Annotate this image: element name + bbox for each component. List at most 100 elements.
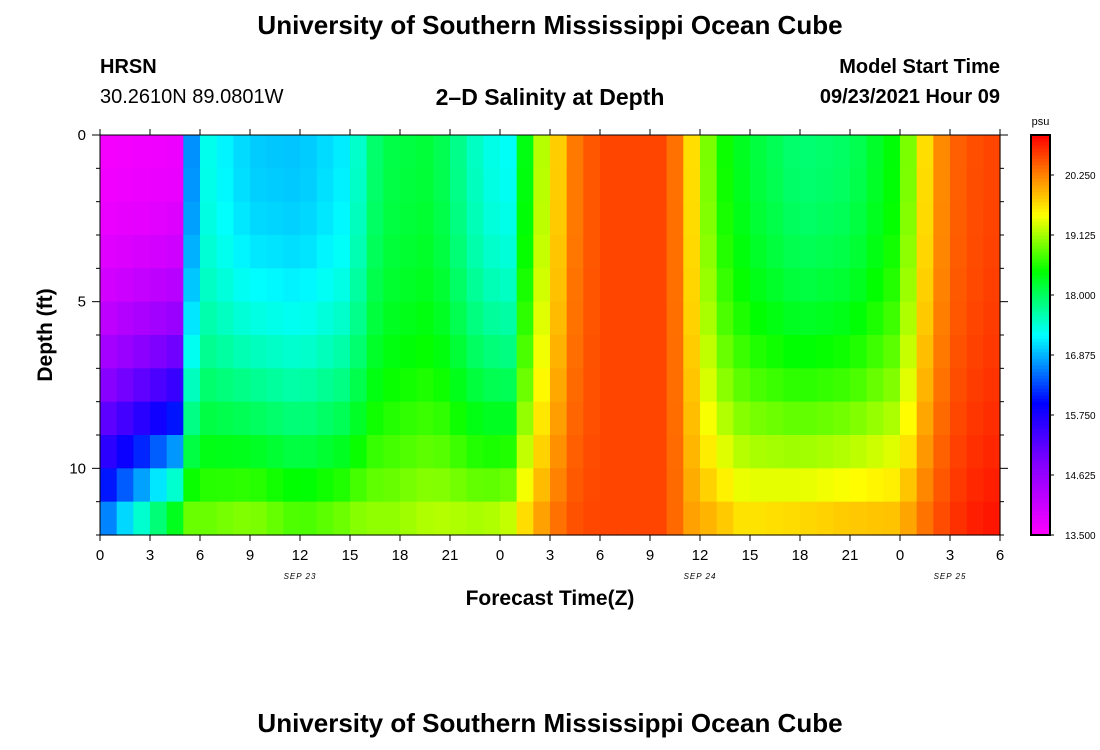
heatmap-cell <box>600 335 618 369</box>
heatmap-cell <box>783 401 801 436</box>
heatmap-cell <box>550 268 568 303</box>
colorbar-cell <box>1031 435 1050 439</box>
heatmap-cell <box>500 268 518 303</box>
colorbar-cell <box>1031 305 1050 309</box>
heatmap-cell <box>700 435 718 469</box>
heatmap-cell <box>883 368 901 403</box>
colorbar-cell <box>1031 225 1050 229</box>
heatmap-cell <box>950 435 968 469</box>
heatmap-cell <box>616 468 634 503</box>
heatmap-cell <box>266 201 284 236</box>
heatmap-cell <box>183 368 201 403</box>
heatmap-cell <box>333 335 351 369</box>
heatmap-cell <box>883 401 901 436</box>
heatmap-cell <box>883 468 901 503</box>
heatmap-cell <box>650 168 668 203</box>
colorbar-cell <box>1031 175 1050 179</box>
colorbar-cell <box>1031 471 1050 476</box>
heatmap-cell <box>266 435 284 469</box>
heatmap-cell <box>483 235 501 269</box>
heatmap-cell <box>733 435 751 469</box>
heatmap-cell <box>950 501 968 536</box>
heatmap-cell <box>716 468 734 503</box>
heatmap-cell <box>183 235 201 269</box>
heatmap-cell <box>633 301 651 336</box>
heatmap-cell <box>800 401 818 436</box>
heatmap-cell <box>116 268 134 303</box>
heatmap-cell <box>483 301 501 336</box>
heatmap-cell <box>483 135 501 169</box>
heatmap-cell <box>750 368 768 403</box>
heatmap-cell <box>150 268 168 303</box>
colorbar-cell <box>1031 198 1050 203</box>
heatmap-cell <box>466 235 484 269</box>
heatmap-cell <box>483 335 501 369</box>
heatmap-cell <box>933 435 951 469</box>
colorbar-cell <box>1031 451 1050 456</box>
heatmap-cell <box>116 435 134 469</box>
colorbar-cell <box>1031 371 1050 376</box>
colorbar-cell <box>1031 208 1050 213</box>
x-tick-label: 6 <box>596 547 604 564</box>
heatmap-cell <box>133 335 151 369</box>
heatmap-cell <box>116 301 134 336</box>
heatmap-cell <box>266 401 284 436</box>
heatmap-cell <box>266 301 284 336</box>
heatmap-cell <box>150 468 168 503</box>
heatmap-cell <box>650 268 668 303</box>
heatmap-cell <box>550 401 568 436</box>
heatmap-cell <box>216 268 234 303</box>
x-tick-label: 12 <box>292 547 309 564</box>
heatmap-cell <box>416 335 434 369</box>
heatmap-cell <box>300 168 318 203</box>
heatmap-cell <box>650 368 668 403</box>
heatmap-cell <box>116 235 134 269</box>
heatmap-cell <box>466 468 484 503</box>
heatmap-cell <box>866 235 884 269</box>
heatmap-cell <box>116 368 134 403</box>
heatmap-cell <box>233 268 251 303</box>
y-tick-label: 10 <box>69 460 86 477</box>
heatmap-cell <box>616 168 634 203</box>
heatmap-cell <box>283 368 301 403</box>
colorbar-cell <box>1031 338 1050 343</box>
heatmap-cell <box>950 268 968 303</box>
heatmap-cell <box>516 468 534 503</box>
heatmap-cell <box>516 301 534 336</box>
heatmap-cell <box>733 368 751 403</box>
heatmap-cell <box>516 501 534 536</box>
heatmap-cell <box>500 235 518 269</box>
heatmap-cell <box>366 335 384 369</box>
heatmap-cell <box>766 335 784 369</box>
heatmap-cell <box>366 235 384 269</box>
heatmap-cell <box>283 268 301 303</box>
colorbar-tick-label: 18.000 <box>1065 291 1096 302</box>
heatmap-cell <box>800 301 818 336</box>
heatmap-cell <box>983 435 1001 469</box>
colorbar-cell <box>1031 275 1050 279</box>
heatmap-cell <box>866 201 884 236</box>
heatmap-cell <box>350 135 368 169</box>
heatmap-cell <box>100 401 118 436</box>
heatmap-cell <box>916 435 934 469</box>
heatmap-cell <box>850 168 868 203</box>
heatmap-cell <box>600 368 618 403</box>
heatmap-cell <box>366 501 384 536</box>
colorbar-cell <box>1031 295 1050 299</box>
heatmap-cell <box>200 401 218 436</box>
heatmap-cell <box>150 201 168 236</box>
heatmap-cell <box>350 501 368 536</box>
heatmap-cell <box>716 301 734 336</box>
heatmap-cell <box>700 301 718 336</box>
heatmap-cell <box>850 368 868 403</box>
heatmap-cell <box>900 368 918 403</box>
heatmap-cell <box>716 368 734 403</box>
heatmap-cell <box>183 168 201 203</box>
heatmap-cell <box>950 235 968 269</box>
heatmap-cell <box>350 368 368 403</box>
heatmap-cell <box>666 268 684 303</box>
colorbar-cell <box>1031 215 1050 219</box>
heatmap-cell <box>150 135 168 169</box>
footer-title: University of Southern Mississippi Ocean… <box>257 708 843 738</box>
heatmap-cell <box>300 335 318 369</box>
